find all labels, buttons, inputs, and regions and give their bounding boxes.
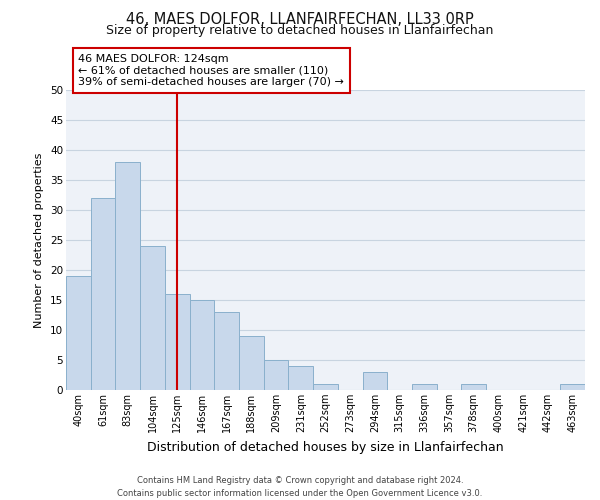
Bar	[239, 336, 264, 390]
Text: Size of property relative to detached houses in Llanfairfechan: Size of property relative to detached ho…	[106, 24, 494, 37]
Bar	[190, 300, 214, 390]
Bar	[313, 384, 338, 390]
Bar	[289, 366, 313, 390]
Bar	[214, 312, 239, 390]
Bar	[560, 384, 585, 390]
Bar	[461, 384, 486, 390]
Text: 46, MAES DOLFOR, LLANFAIRFECHAN, LL33 0RP: 46, MAES DOLFOR, LLANFAIRFECHAN, LL33 0R…	[126, 12, 474, 28]
Bar	[66, 276, 91, 390]
Bar	[412, 384, 437, 390]
Bar	[362, 372, 387, 390]
Bar	[264, 360, 289, 390]
Bar	[140, 246, 165, 390]
Bar	[165, 294, 190, 390]
Bar	[115, 162, 140, 390]
Text: 46 MAES DOLFOR: 124sqm
← 61% of detached houses are smaller (110)
39% of semi-de: 46 MAES DOLFOR: 124sqm ← 61% of detached…	[79, 54, 344, 87]
Text: Contains HM Land Registry data © Crown copyright and database right 2024.
Contai: Contains HM Land Registry data © Crown c…	[118, 476, 482, 498]
Bar	[91, 198, 115, 390]
X-axis label: Distribution of detached houses by size in Llanfairfechan: Distribution of detached houses by size …	[147, 440, 504, 454]
Y-axis label: Number of detached properties: Number of detached properties	[34, 152, 44, 328]
